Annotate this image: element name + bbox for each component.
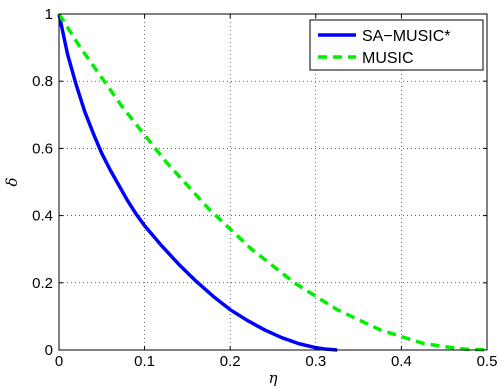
legend-label-sa-music: SA−MUSIC* <box>362 28 450 45</box>
x-tick-label: 0.1 <box>134 353 155 370</box>
series-layer <box>57 13 488 352</box>
y-tick-label: 1 <box>45 6 53 23</box>
series-line-sa-music <box>57 13 338 352</box>
x-axis-label: η <box>269 369 278 387</box>
y-tick-label: 0.6 <box>32 140 53 157</box>
x-tick-label: 0.2 <box>220 353 241 370</box>
x-tick-label: 0.5 <box>477 353 498 370</box>
y-tick-label: 0.8 <box>32 73 53 90</box>
y-tick-label: 0.4 <box>32 208 53 225</box>
axis-ticks: 0 0.1 0.2 0.3 0.4 0.5 0 0.2 0.4 0.6 0.8 1 <box>32 6 497 370</box>
x-tick-label: 0 <box>55 353 63 370</box>
x-tick-label: 0.4 <box>391 353 412 370</box>
y-tick-label: 0 <box>45 342 53 359</box>
plot-frame <box>58 13 488 351</box>
series-line-music <box>57 13 488 352</box>
legend-box <box>309 19 484 71</box>
y-axis-label: δ <box>3 177 21 186</box>
legend-label-music: MUSIC <box>362 50 414 67</box>
y-tick-label: 0.2 <box>32 275 53 292</box>
legend: SA−MUSIC* MUSIC <box>309 19 484 71</box>
x-tick-label: 0.3 <box>305 353 326 370</box>
